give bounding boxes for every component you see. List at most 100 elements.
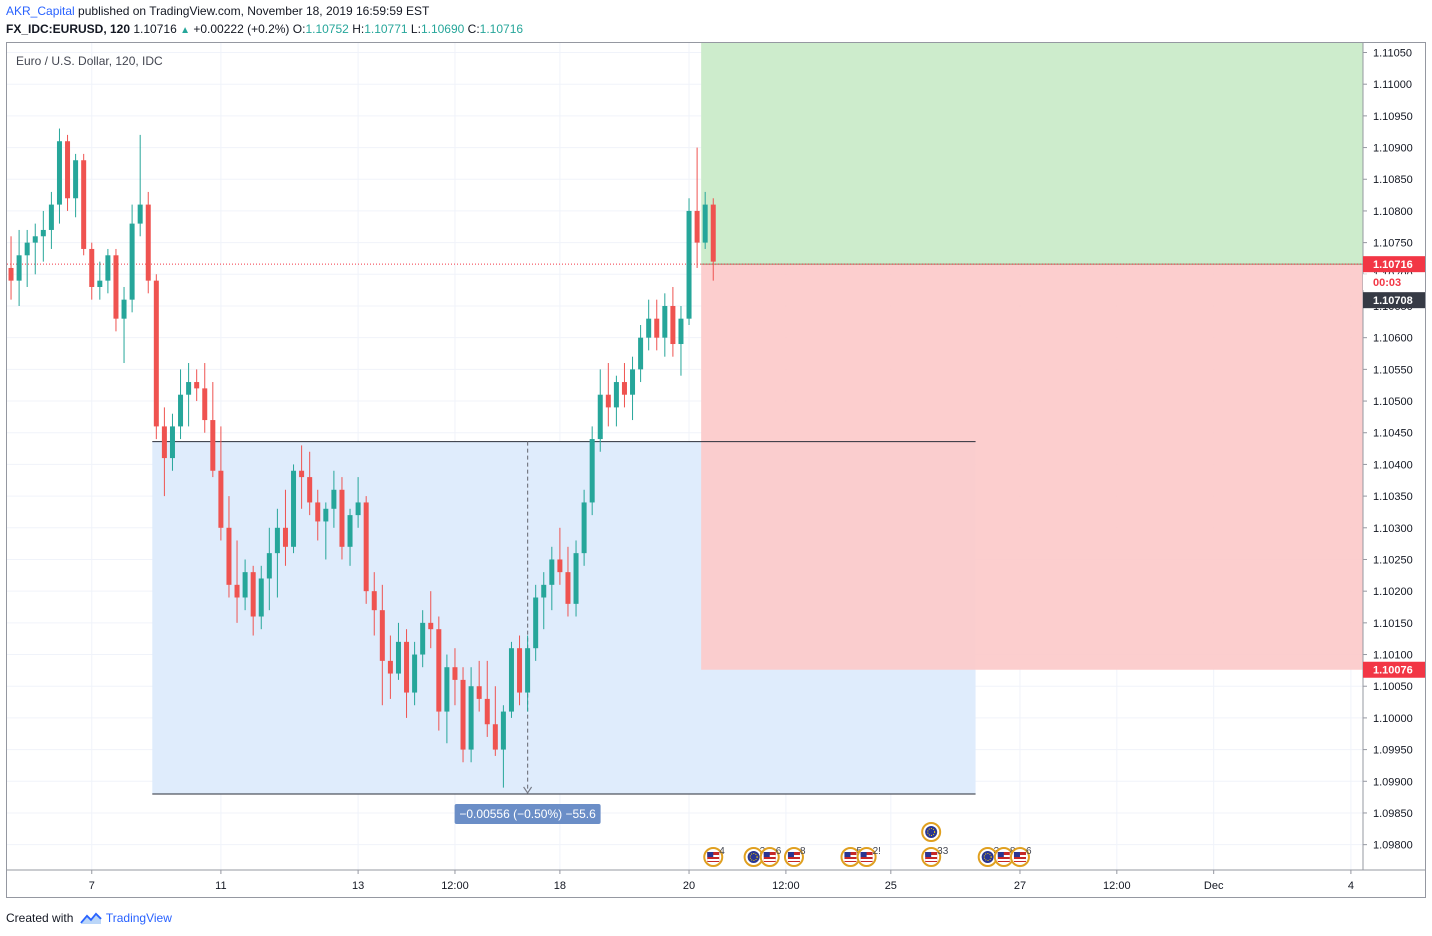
candle [186, 363, 192, 427]
price-tick-label: 1.11050 [1373, 48, 1412, 60]
author-link[interactable]: AKR_Capital [6, 4, 75, 18]
event-count: 6 [1026, 846, 1032, 857]
candle-body [565, 572, 571, 604]
candle [460, 667, 466, 763]
candle-body [218, 470, 224, 528]
symbol-label: FX_IDC:EURUSD, 120 [6, 22, 131, 36]
candle-body [153, 280, 159, 427]
candle [565, 546, 571, 617]
candle-body [613, 382, 619, 408]
candle-body [40, 229, 46, 237]
price-chart[interactable]: −0.00556 (−0.50%) −55.6 Euro / U.S. Dolla… [7, 43, 1425, 897]
candle [16, 229, 22, 306]
price-tick-label: 1.10550 [1373, 364, 1413, 376]
candle [89, 242, 95, 300]
candle-body [24, 242, 30, 256]
candle-body [81, 160, 87, 249]
candle-body [282, 527, 288, 547]
candle-body [250, 572, 256, 617]
time-tick-label: 18 [554, 880, 566, 892]
candle [702, 191, 708, 249]
candle-body [186, 382, 192, 395]
stop-price-label: 1.10076 [1373, 665, 1413, 677]
chart-frame[interactable]: −0.00556 (−0.50%) −55.6 Euro / U.S. Dolla… [6, 42, 1426, 898]
price-tick-label: 1.10050 [1373, 681, 1413, 693]
candle [161, 407, 167, 497]
price-axis [1363, 43, 1425, 870]
candle [65, 134, 71, 211]
high-label: H: [352, 22, 365, 36]
candle-body [234, 584, 240, 598]
candle [613, 375, 619, 427]
candle [274, 508, 280, 598]
candle [339, 477, 345, 560]
candle [436, 616, 442, 731]
footer: Created with TradingView [6, 911, 172, 925]
candle-body [65, 141, 71, 199]
time-tick-label: 12:00 [772, 880, 800, 892]
candle-body [8, 267, 14, 281]
publish-info: published on TradingView.com, November 1… [78, 4, 430, 18]
candle [97, 261, 103, 300]
candle-body [226, 527, 232, 585]
us-flag-icon: 8 [783, 846, 806, 867]
candle-body [105, 255, 111, 281]
time-tick-label: 11 [215, 880, 226, 892]
price-tick-label: 1.10250 [1373, 554, 1413, 566]
candle-body [678, 318, 684, 345]
price-tick-label: 1.10300 [1373, 523, 1413, 535]
candle-body [266, 553, 272, 579]
event-count: 2! [873, 846, 881, 857]
us-flag-icon: 6 [759, 846, 782, 867]
candle [444, 654, 450, 744]
candle [525, 635, 531, 712]
candle-body [468, 686, 474, 750]
last-price: 1.10716 [133, 22, 177, 36]
candle-body [331, 489, 337, 509]
candle-body [339, 489, 345, 547]
candle-body [387, 660, 393, 674]
candle [404, 629, 410, 718]
candle-body [161, 426, 167, 459]
candle [412, 641, 418, 706]
candle [476, 660, 482, 712]
time-tick-label: 7 [89, 880, 95, 892]
low-label: L: [410, 22, 421, 36]
created-with-text: Created with [6, 911, 74, 925]
eu-flag-icon [921, 822, 942, 842]
price-tick-label: 1.10000 [1373, 713, 1413, 725]
candle [121, 286, 127, 364]
price-tick-label: 1.10350 [1373, 491, 1413, 503]
candle [670, 286, 676, 357]
candle [468, 667, 474, 763]
candle-body [145, 204, 151, 281]
us-flag-icon: 6 [1009, 846, 1032, 867]
candle [48, 191, 54, 249]
price-tick-label: 1.09800 [1373, 840, 1413, 852]
countdown-label: 00:03 [1373, 277, 1401, 289]
open-value: 1.10752 [305, 22, 349, 36]
candle-body [646, 318, 652, 338]
candle [533, 584, 539, 661]
candle-body [32, 236, 38, 243]
stop-price-label-box [1363, 661, 1425, 678]
tradingview-logo-icon [79, 912, 102, 924]
candle-body [258, 578, 264, 617]
time-axis [7, 870, 1425, 896]
countdown-label-box [1363, 274, 1425, 291]
candle-body [395, 641, 401, 674]
up-arrow-icon: ▲ [180, 25, 191, 36]
candle [662, 293, 668, 357]
candle [169, 413, 175, 471]
candle [194, 369, 200, 402]
candle [549, 546, 555, 611]
candle [638, 325, 644, 383]
candle-body [638, 337, 644, 370]
candle-body [557, 559, 563, 573]
tradingview-link[interactable]: TradingView [105, 911, 172, 925]
price-tick-label: 1.11000 [1373, 79, 1412, 91]
candle [621, 363, 627, 408]
candle [363, 496, 369, 604]
measure-label-box [454, 803, 601, 824]
price-tick-label: 1.10400 [1373, 459, 1413, 471]
